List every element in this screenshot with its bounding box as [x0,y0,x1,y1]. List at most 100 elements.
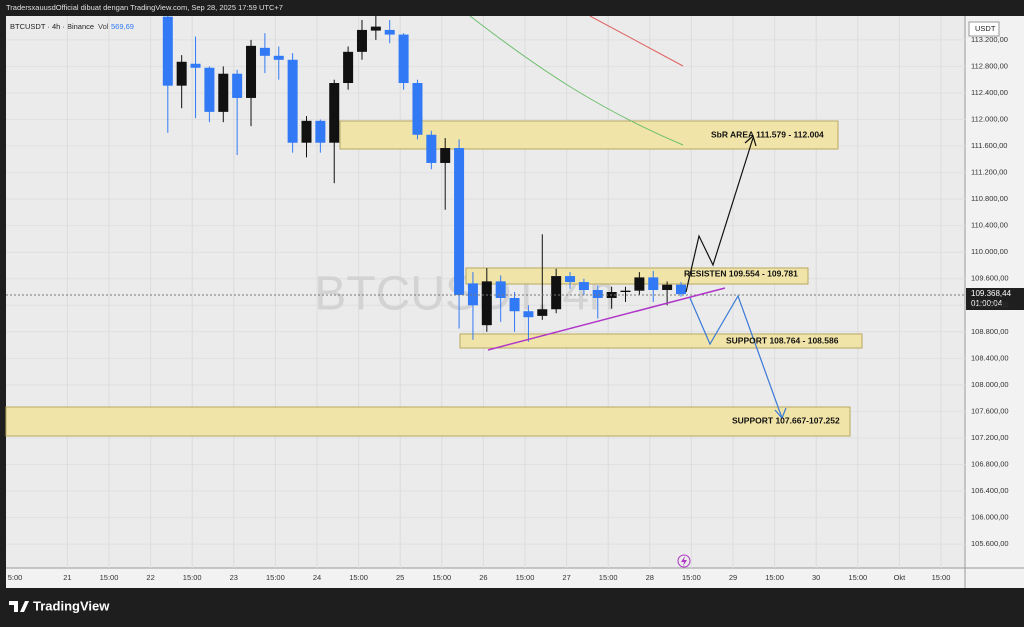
last-price: 109.368,44 [971,289,1012,298]
x-tick-label: Okt [894,573,907,582]
y-tick-label: 107.200,00 [971,433,1009,442]
candle-body [634,277,645,291]
candle-body [370,26,381,31]
candle-body [162,16,173,86]
x-tick-label: 26 [479,573,487,582]
y-tick-label: 109.200,00 [971,300,1009,309]
annotation: SUPPORT 107.667-107.252 [732,415,840,425]
candle-body [218,73,229,112]
candle-body [426,134,437,163]
vol-label: Vol [98,22,109,31]
y-tick-label: 105.600,00 [971,539,1009,548]
candle-body [467,283,478,306]
y-tick-label: 111.600,00 [971,141,1007,150]
arrow-head [774,407,787,420]
x-tick-label: 15:00 [765,573,784,582]
candle-body [440,148,451,163]
x-tick-label: 15:00 [599,573,618,582]
candle-body [356,29,367,52]
candle-body [246,45,257,98]
candle-body [259,47,270,56]
zone [459,333,863,349]
x-tick-label: 15:00 [848,573,867,582]
y-tick-label: 112.400,00 [971,88,1008,97]
x-tick-label: 15:00 [932,573,951,582]
y-tick-label: 108.000,00 [971,380,1009,389]
x-tick-label: 15:00 [682,573,701,582]
moving-average [589,16,684,67]
candle-body [412,83,423,135]
currency-box [968,21,1000,37]
x-tick-label: 29 [729,573,737,582]
candle-body [592,290,603,298]
y-tick-label: 106.800,00 [971,459,1009,468]
candle-body [176,61,187,86]
candle-body [495,281,506,298]
candle-body [232,73,243,98]
x-tick-label: 15:00 [349,573,368,582]
arrow-head [744,134,757,147]
candle-body [551,276,562,310]
y-tick-label: 109.600,00 [971,274,1009,283]
x-tick-label: 15:00 [100,573,119,582]
candle-body [398,34,409,84]
candle-body [523,311,534,318]
x-tick-label: 15:00 [266,573,285,582]
candle-body [565,276,576,283]
event-icon[interactable] [677,554,691,568]
y-tick-label: 111.200,00 [971,168,1007,177]
candle-body [301,120,312,143]
candle-body [329,83,340,143]
y-tick-label: 112.000,00 [971,114,1008,123]
brand: TradingView [9,598,110,613]
x-tick-label: 22 [146,573,154,582]
candle-body [675,284,686,295]
x-tick-label: 15:00 [516,573,535,582]
header: TradersxauusdOfficial dibuat dengan Trad… [6,3,283,12]
candle-body [620,290,631,292]
candle-body [384,29,395,35]
candle-body [481,281,492,326]
y-tick-label: 112.800,00 [971,61,1008,70]
y-tick-label: 110.800,00 [971,194,1008,203]
x-tick-label: 25 [396,573,404,582]
x-tick-label: 28 [646,573,654,582]
candle-body [315,120,326,143]
projection-down [689,294,783,419]
brand-logo [9,601,29,612]
vol-value: 569,69 [111,22,134,31]
x-tick-label: 15:00 [432,573,451,582]
x-tick-label: 23 [230,573,238,582]
x-axis: 5:00 21 15:00 22 15:00 23 15:00 24 15:00 25 15:00 2… [8,573,951,582]
zone [5,406,851,437]
candle-body [204,67,215,112]
annotation: SUPPORT 108.764 - 108.586 [726,335,839,345]
moving-average [469,16,684,146]
brand-name: TradingView [33,598,110,613]
y-tick-label: 106.400,00 [971,486,1009,495]
annotation: SbR AREA 111.579 - 112.004 [711,129,824,139]
candle-body [343,51,354,84]
y-tick-label: 110.000,00 [971,247,1008,256]
x-tick-label: 30 [812,573,820,582]
candle-body [509,297,520,312]
x-tick-label: 15:00 [183,573,202,582]
projection-up [685,137,754,293]
y-tick-label: 106.000,00 [971,513,1009,522]
event-icon-bolt [681,556,687,566]
candle-body [190,63,201,68]
candle-body [273,55,284,60]
y-tick-label: 113.200,00 [971,35,1008,44]
y-tick-label: 108.400,00 [971,353,1009,362]
x-tick-label: 24 [313,573,321,582]
candle-body [537,309,548,316]
annotation: RESISTEN 109.554 - 109.781 [684,268,798,278]
candle-body [648,277,659,291]
candle-body [578,282,589,291]
candle-body [287,59,298,143]
y-tick-label: 108.800,00 [971,327,1009,336]
x-tick-label: 21 [63,573,71,582]
last-price-box [966,288,1024,310]
